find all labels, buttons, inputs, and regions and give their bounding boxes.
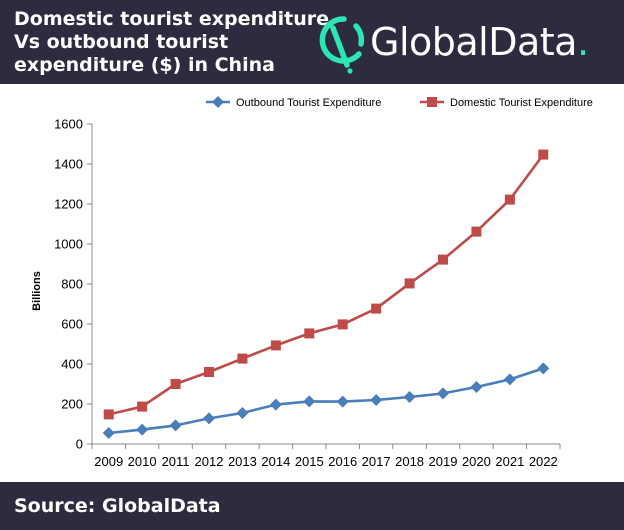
source-note: Source: GlobalData [14, 495, 221, 517]
domestic-series-line [108, 153, 545, 416]
y-tick-label: 800 [61, 277, 83, 292]
x-tick-label: 2021 [495, 454, 524, 469]
y-tick-label: 600 [61, 317, 83, 332]
outbound-data-point [136, 423, 149, 436]
x-tick-label: 2010 [128, 454, 157, 469]
x-tick-label: 2014 [261, 454, 290, 469]
outbound-data-point [303, 395, 316, 408]
y-tick-label: 1600 [54, 117, 83, 132]
globaldata-logo: GlobalData. [312, 10, 617, 74]
logo-ring-arc-small [353, 23, 365, 47]
x-tick-label: 2019 [429, 454, 458, 469]
axes: 0 200 400 600 800 1000 1200 1400 1600 2009 2010 201… [54, 117, 561, 469]
domestic-data-point [204, 367, 214, 377]
logo-dot [347, 68, 353, 74]
y-tick-label: 200 [61, 397, 83, 412]
outbound-data-point [336, 395, 349, 408]
y-tick-label: 1000 [54, 237, 83, 252]
domestic-data-point [438, 254, 448, 265]
x-tick-label: 2017 [362, 454, 391, 469]
outbound-data-point [203, 412, 215, 425]
y-tick-label: 1200 [54, 197, 83, 212]
y-tick-label: 400 [61, 357, 83, 372]
domestic-data-point [237, 353, 248, 364]
outbound-data-point [102, 427, 115, 439]
x-tick-label: 2018 [395, 454, 424, 469]
x-tick-label: 2020 [462, 454, 491, 469]
line-chart: Outbound Tourist Expenditure Domestic Tou… [31, 96, 593, 469]
chart-area: Outbound Tourist Expenditure Domestic Tou… [0, 84, 624, 482]
domestic-legend-marker [427, 97, 437, 107]
x-tick-label: 2013 [228, 454, 257, 469]
outbound-legend-label: Outbound Tourist Expenditure [236, 97, 381, 109]
domestic-data-point [304, 328, 315, 339]
logo-wordmark: GlobalData. [370, 20, 589, 64]
title-line: Vs outbound tourist [14, 31, 229, 53]
globaldata-logo-icon [319, 16, 365, 74]
domestic-data-point [170, 379, 181, 389]
footer-banner: Source: GlobalData [0, 482, 624, 530]
legend: Outbound Tourist Expenditure Domestic Tou… [206, 96, 593, 109]
outbound-data-point [470, 381, 483, 393]
domestic-data-point [538, 149, 549, 160]
outbound-data-point [370, 394, 383, 406]
logo-wordmark-text: GlobalData [370, 20, 577, 64]
domestic-data-point [337, 319, 348, 330]
outbound-legend-marker [212, 96, 224, 108]
title-line: Domestic tourist expenditure [14, 8, 329, 30]
outbound-series-line [108, 367, 544, 435]
outbound-data-point [269, 398, 282, 411]
domestic-data-point [404, 278, 415, 289]
x-tick-label: 2015 [295, 454, 324, 469]
title-line: expenditure ($) in China [14, 54, 275, 76]
domestic-data-point [504, 194, 515, 205]
domestic-data-point [103, 409, 114, 420]
x-tick-label: 2016 [328, 454, 357, 469]
x-tick-label: 2011 [162, 454, 190, 469]
logo-wordmark-dot: . [576, 20, 589, 64]
logo-slash [330, 25, 350, 68]
plot-series [102, 149, 550, 439]
x-tick-label: 2012 [195, 454, 224, 469]
outbound-data-point [169, 419, 182, 432]
chart-title: Domestic tourist expenditure Vs outbound… [14, 8, 329, 77]
y-tick-label: 0 [76, 437, 83, 452]
x-tick-label: 2009 [94, 454, 123, 469]
domestic-data-point [371, 303, 382, 314]
logo-ring-arc [319, 16, 362, 64]
y-axis-label: Billions [31, 271, 43, 311]
y-tick-label: 1400 [54, 157, 83, 172]
outbound-data-point [437, 387, 449, 400]
outbound-data-point [403, 391, 416, 403]
outbound-data-point [503, 373, 516, 386]
domestic-data-point [137, 401, 148, 412]
domestic-legend-label: Domestic Tourist Expenditure [450, 97, 593, 109]
domestic-data-point [471, 226, 482, 237]
outbound-data-point [236, 407, 249, 419]
x-tick-label: 2022 [529, 454, 558, 469]
domestic-data-point [270, 340, 281, 351]
header-banner: Domestic tourist expenditure Vs outbound… [0, 0, 624, 84]
outbound-data-point [537, 362, 550, 375]
